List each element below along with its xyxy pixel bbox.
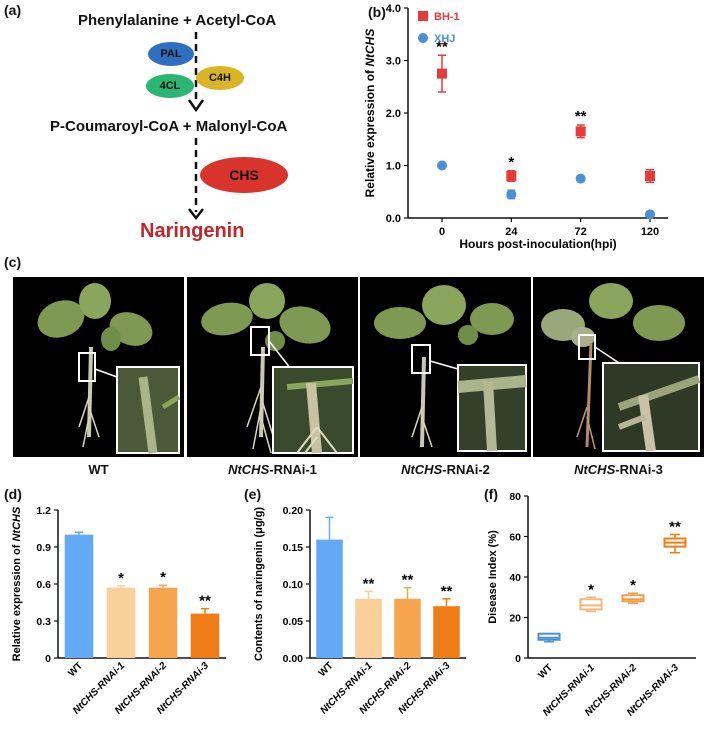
x-tick-label: 0	[439, 226, 445, 238]
bar	[355, 598, 382, 658]
significance-mark: **	[199, 593, 211, 610]
y-tick-label: 0.3	[36, 616, 51, 628]
photo-label-rnai-3: NtCHS-RNAi-3	[574, 462, 663, 477]
y-tick-label: 3.0	[386, 56, 401, 68]
y-tick-label: 0.00	[283, 653, 304, 665]
y-tick-label: 1.2	[36, 505, 51, 517]
pathway-substrates-top: Phenylalanine + Acetyl-CoA	[78, 12, 277, 29]
pathway-arrows	[187, 32, 205, 221]
panel-label-f: (f)	[484, 486, 498, 502]
photo-label-rnai-2: NtCHS-RNAi-2	[401, 462, 490, 477]
significance-mark: *	[588, 581, 594, 598]
y-axis-title: Contents of naringenin (μg/g)	[253, 507, 265, 661]
y-tick-label: 0.6	[36, 579, 51, 591]
pathway-substrates-mid: P-Coumaroyl-CoA + Malonyl-CoA	[50, 118, 288, 135]
significance-mark: **	[669, 518, 681, 535]
x-tick-label: WT	[66, 660, 85, 679]
box	[621, 594, 645, 603]
box	[537, 632, 561, 641]
significance-mark: **	[363, 575, 375, 592]
y-axis-title: Relative expression of NtCHS	[363, 29, 377, 198]
photo-label-wt: WT	[88, 462, 109, 477]
bar	[190, 613, 220, 658]
x-tick-label: 72	[575, 226, 587, 238]
bar	[316, 539, 343, 658]
y-tick-label: 0.05	[283, 616, 304, 628]
bar	[106, 587, 136, 658]
photo-wt	[13, 277, 184, 457]
panel-label-b: (b)	[368, 4, 386, 20]
enzyme-chs: CHS	[200, 157, 288, 193]
photo-label-rnai-1: NtCHS-RNAi-1	[228, 462, 317, 477]
legend-label-XHJ: XHJ	[434, 33, 455, 45]
bar	[64, 534, 94, 658]
y-tick-label: 0.10	[283, 579, 304, 591]
panel-label-d: (d)	[4, 486, 22, 502]
photo-rnai-2	[360, 277, 531, 457]
pathway-product: Naringenin	[140, 220, 245, 242]
data-point-BH-1	[645, 171, 655, 181]
y-axis-title: Relative expression of NtCHS	[11, 506, 23, 661]
arrowhead-2	[188, 208, 204, 221]
data-point-BH-1	[506, 171, 517, 181]
y-axis-title: Disease Index (%)	[487, 530, 499, 624]
photo-rnai-1	[187, 277, 358, 457]
y-tick-label: 0.20	[283, 505, 304, 517]
y-tick-label: 1.0	[386, 161, 401, 173]
significance-mark: **	[441, 583, 453, 600]
data-point-BH-1	[575, 126, 586, 137]
y-tick-label: 0.15	[283, 542, 304, 554]
box	[579, 598, 603, 611]
data-point-BH-1	[437, 68, 447, 79]
data-point-XHJ	[645, 209, 655, 220]
x-tick-label: 24	[505, 226, 518, 238]
data-point-XHJ	[437, 160, 447, 171]
significance-mark: **	[402, 572, 414, 589]
significance-mark: **	[575, 108, 587, 125]
bar	[433, 606, 460, 658]
y-tick-label: 0	[515, 653, 521, 665]
y-tick-label: 2.0	[386, 108, 401, 120]
significance-mark: *	[508, 154, 514, 171]
bar	[148, 587, 178, 658]
y-tick-label: 0	[45, 653, 51, 665]
x-axis-title: Hours post-inoculation(hpi)	[459, 237, 616, 251]
legend-label-BH-1: BH-1	[434, 11, 460, 23]
data-point-XHJ	[575, 173, 586, 184]
significance-mark: *	[118, 570, 124, 587]
y-tick-label: 60	[509, 532, 521, 544]
panel-label-c: (c)	[4, 254, 22, 270]
x-tick-label: 120	[641, 226, 659, 238]
significance-mark: *	[160, 569, 166, 586]
arrowhead-1	[187, 99, 205, 113]
enzyme-pal: PAL	[148, 42, 194, 66]
chart-naringenin-content: 0.00 0.05 0.10 0.15 0.20 Contents of naringen…	[253, 505, 466, 716]
y-tick-label: 0.9	[36, 542, 51, 554]
data-point-XHJ	[506, 189, 517, 200]
photo-rnai-3	[533, 277, 704, 457]
chart-rnai-expression: 0 0.3 0.6 0.9 1.2 Relative expression of NtCH…	[11, 505, 226, 716]
panel-label-e: (e)	[244, 486, 262, 502]
enzyme-4cl: 4CL	[146, 74, 194, 98]
enzyme-c4h: C4H	[196, 66, 244, 90]
y-tick-label: 80	[509, 491, 521, 503]
legend-marker-BH-1	[418, 11, 428, 21]
y-tick-label: 40	[509, 572, 521, 584]
legend-marker-XHJ	[418, 33, 428, 43]
x-tick-label: WT	[536, 662, 555, 681]
x-tick-label: WT	[317, 660, 336, 679]
significance-mark: *	[630, 577, 636, 594]
y-tick-label: 20	[509, 613, 521, 625]
y-tick-label: 4.0	[386, 3, 401, 15]
bar	[394, 598, 421, 658]
chart-expression-timecourse: 0.0 1.0 2.0 3.0 4.0 0 24 72 120 Hours post-inocul…	[363, 3, 668, 251]
y-tick-label: 0.0	[386, 213, 401, 225]
panel-label-a: (a)	[4, 2, 22, 18]
significance-mark: **	[436, 38, 448, 55]
